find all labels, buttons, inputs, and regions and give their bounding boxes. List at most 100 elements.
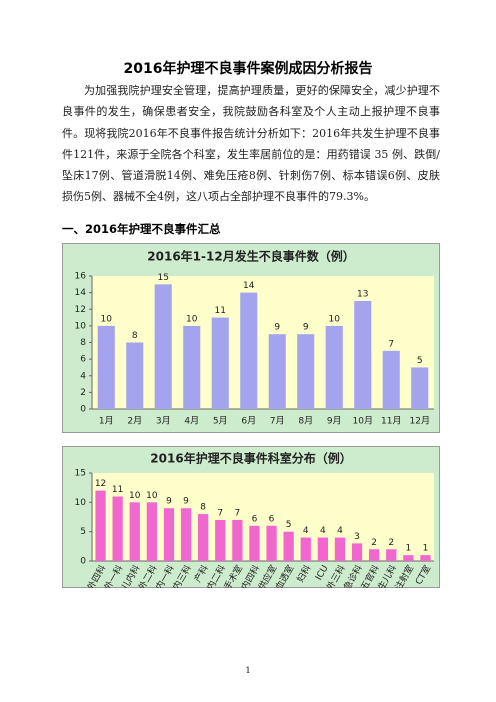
bar [351, 543, 363, 561]
bar [420, 555, 431, 561]
data-label: 1 [423, 544, 429, 554]
data-label: 2 [388, 538, 394, 548]
bar [334, 537, 346, 561]
data-label: 9 [166, 497, 172, 507]
x-tick-label: 3月 [156, 416, 171, 427]
x-tick-label: 11月 [381, 416, 401, 427]
data-label: 7 [234, 508, 240, 518]
data-label: 11 [112, 485, 123, 495]
data-label: 4 [320, 526, 326, 536]
data-label: 5 [286, 520, 292, 530]
bar [300, 537, 311, 561]
bar [126, 342, 144, 409]
data-label: 2 [371, 538, 377, 548]
bar [266, 525, 277, 561]
y-tick-label: 8 [80, 338, 86, 348]
bar [112, 496, 123, 561]
bar [325, 325, 343, 409]
data-label: 10 [329, 314, 341, 324]
paragraph: 为加强我院护理安全管理，提高护理质量，更好的保障安全，减少护理不良事件的发生，确… [62, 84, 440, 204]
data-label: 9 [303, 323, 309, 333]
y-tick-label: 2 [80, 388, 86, 398]
x-tick-label: 5月 [213, 416, 228, 427]
data-label: 9 [183, 497, 189, 507]
y-tick-label: 12 [75, 305, 86, 315]
bar [180, 508, 192, 561]
bar [382, 350, 400, 409]
data-label: 14 [243, 281, 255, 291]
data-label: 7 [217, 508, 223, 518]
data-label: 12 [95, 479, 106, 489]
data-label: 6 [252, 514, 258, 524]
data-label: 3 [354, 532, 360, 542]
bar [403, 555, 414, 561]
x-tick-label: 10月 [353, 416, 373, 427]
data-label: 11 [215, 306, 226, 316]
y-tick-label: 10 [75, 498, 87, 508]
bar [97, 325, 115, 409]
data-label: 9 [274, 323, 280, 333]
bar [211, 317, 229, 409]
data-label: 10 [146, 491, 158, 501]
bar [129, 502, 140, 561]
data-label: 8 [200, 503, 206, 513]
chart-title: 2016年护理不良事件科室分布（例） [150, 451, 351, 466]
bar [146, 502, 157, 561]
bar [268, 334, 286, 409]
chart: 2016年护理不良事件科室分布（例）05101512外四科11外一科10儿内科1… [62, 446, 440, 588]
y-tick-label: 6 [80, 355, 86, 365]
data-label: 1 [405, 544, 411, 554]
bar [154, 284, 172, 409]
data-label: 8 [132, 331, 138, 341]
y-tick-label: 14 [75, 288, 87, 298]
bar [297, 334, 315, 409]
plot-area [92, 473, 434, 561]
bar [95, 490, 106, 561]
bar [215, 519, 226, 561]
bar [283, 531, 294, 561]
y-tick-label: 0 [80, 405, 86, 415]
y-tick-label: 15 [75, 469, 86, 479]
bar [198, 514, 209, 561]
data-label: 13 [357, 289, 368, 299]
x-tick-label: 6月 [241, 416, 256, 427]
data-label: 4 [337, 526, 343, 536]
x-tick-label: 8月 [298, 416, 313, 427]
data-label: 6 [269, 514, 275, 524]
bar [183, 325, 201, 409]
x-tick-label: 2月 [127, 416, 142, 427]
data-label: 10 [129, 491, 141, 501]
data-label: 4 [303, 526, 309, 536]
y-tick-label: 4 [80, 371, 86, 381]
bar [369, 549, 380, 561]
y-tick-label: 0 [80, 557, 86, 567]
bar [411, 367, 429, 409]
data-label: 10 [101, 314, 113, 324]
plot-area [92, 276, 434, 409]
x-tick-label: 7月 [270, 416, 285, 427]
y-tick-label: 16 [75, 272, 87, 282]
x-tick-label: 12月 [410, 416, 430, 427]
bar [240, 292, 258, 409]
section-heading: 一、2016年护理不良事件汇总 [62, 222, 221, 236]
x-tick-label: 1月 [99, 416, 114, 427]
data-label: 15 [158, 273, 169, 283]
bar [249, 525, 260, 561]
data-label: 10 [186, 314, 198, 324]
bar [163, 508, 175, 561]
x-tick-label: 4月 [184, 416, 199, 427]
bar [386, 549, 397, 561]
bar [354, 300, 372, 409]
y-tick-label: 5 [80, 527, 86, 537]
page-number: 1 [245, 666, 251, 675]
bar [317, 537, 328, 561]
bar [232, 519, 243, 561]
doc-title: 2016年护理不良事件案例成因分析报告 [123, 61, 373, 77]
y-tick-label: 10 [75, 321, 87, 331]
chart: 2016年1-12月发生不良事件数（例） 0 2 4 6 8 10 12 14 16 10 1月 8 2月… [62, 243, 440, 433]
chart-title: 2016年1-12月发生不良事件数（例） [147, 249, 354, 264]
data-label: 5 [417, 356, 423, 366]
data-label: 7 [388, 339, 394, 349]
x-tick-label: 9月 [327, 416, 342, 427]
